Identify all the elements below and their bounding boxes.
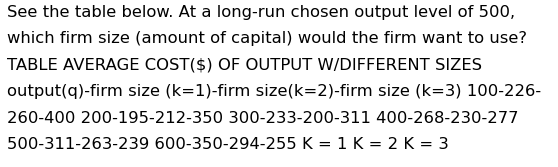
Text: See the table below. At a long-run chosen output level of 500,: See the table below. At a long-run chose… xyxy=(7,5,515,20)
Text: output(q)-firm size (k=1)-firm size(k=2)-firm size (k=3) 100-226-: output(q)-firm size (k=1)-firm size(k=2)… xyxy=(7,84,541,99)
Text: 500-311-263-239 600-350-294-255 K = 1 K = 2 K = 3: 500-311-263-239 600-350-294-255 K = 1 K … xyxy=(7,137,449,152)
Text: 260-400 200-195-212-350 300-233-200-311 400-268-230-277: 260-400 200-195-212-350 300-233-200-311 … xyxy=(7,111,518,126)
Text: TABLE AVERAGE COST($) OF OUTPUT W/DIFFERENT SIZES: TABLE AVERAGE COST($) OF OUTPUT W/DIFFER… xyxy=(7,58,482,73)
Text: which firm size (amount of capital) would the firm want to use?: which firm size (amount of capital) woul… xyxy=(7,31,527,46)
